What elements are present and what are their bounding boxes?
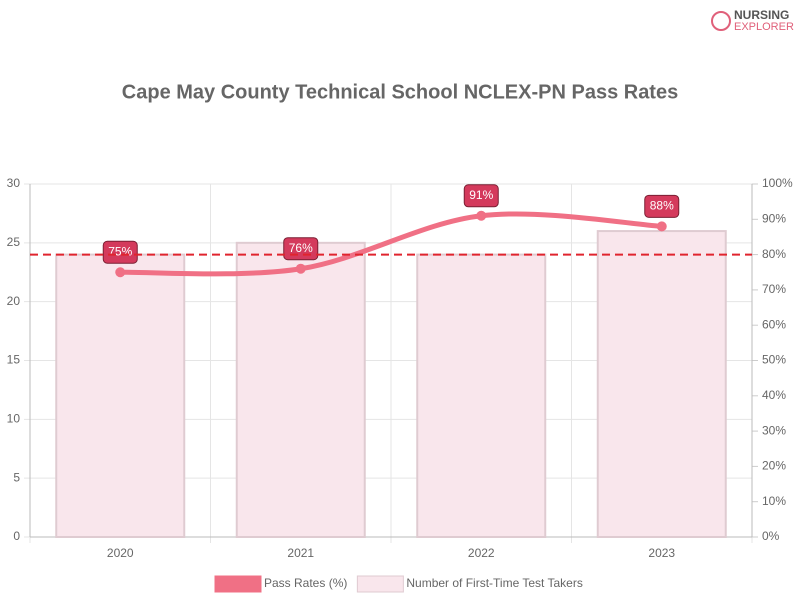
y2-tick-label: 50% — [762, 353, 786, 367]
x-tick-label: 2021 — [287, 546, 314, 560]
line — [120, 211, 662, 277]
y-tick-label: 30 — [7, 176, 21, 190]
legend-swatch — [356, 575, 404, 593]
value-label: 88% — [650, 199, 674, 213]
bar — [416, 253, 547, 538]
point — [656, 221, 667, 232]
y2-tick-label: 80% — [762, 247, 786, 261]
bar — [235, 241, 366, 538]
chart-title: Cape May County Technical School NCLEX-P… — [122, 81, 678, 103]
legend-swatch — [214, 575, 262, 593]
value-label-box — [102, 240, 138, 264]
y2-tick-label: 0% — [762, 529, 780, 543]
value-label: 76% — [289, 241, 313, 255]
bar — [55, 253, 186, 538]
y-tick-label: 25 — [7, 235, 21, 249]
logo-icon — [711, 11, 731, 31]
y2-tick-label: 20% — [762, 459, 786, 473]
y-tick-label: 15 — [7, 353, 21, 367]
y2-tick-label: 30% — [762, 423, 786, 437]
x-tick-label: 2023 — [648, 546, 675, 560]
y2-tick-label: 90% — [762, 211, 786, 225]
y2-tick-label: 10% — [762, 494, 786, 508]
bar — [596, 230, 727, 538]
x-tick-label: 2020 — [107, 546, 134, 560]
logo-text: NURSING — [734, 8, 789, 22]
y-tick-label: 20 — [7, 294, 21, 308]
y2-tick-label: 40% — [762, 388, 786, 402]
y-tick-label: 0 — [13, 529, 20, 543]
value-label-box — [463, 184, 499, 208]
y-tick-label: 10 — [7, 412, 21, 426]
value-label: 91% — [469, 188, 493, 202]
y2-tick-label: 70% — [762, 282, 786, 296]
logo-text: EXPLORER — [734, 21, 794, 33]
x-tick-label: 2022 — [468, 546, 495, 560]
value-label: 75% — [108, 244, 132, 258]
point — [115, 267, 126, 278]
y-tick-label: 5 — [13, 470, 20, 484]
point — [295, 263, 306, 274]
point — [476, 210, 487, 221]
legend-label: Pass Rates (%) — [264, 576, 347, 590]
value-label-box — [644, 194, 680, 218]
legend-label: Number of First-Time Test Takers — [406, 576, 582, 590]
y2-tick-label: 60% — [762, 317, 786, 331]
y2-tick-label: 100% — [762, 176, 793, 190]
